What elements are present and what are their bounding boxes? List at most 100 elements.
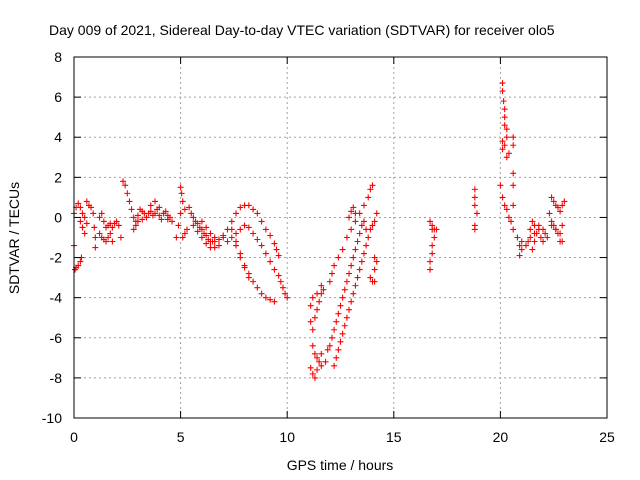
y-axis-label: SDTVAR / TECUs <box>6 182 22 294</box>
y-tick-label: -4 <box>50 290 63 306</box>
data-point <box>431 234 438 241</box>
data-point <box>96 214 103 221</box>
data-point <box>503 206 510 213</box>
y-tick-label: 2 <box>54 169 62 185</box>
data-point <box>284 294 291 301</box>
data-point <box>314 366 321 373</box>
data-point <box>237 254 244 261</box>
data-point <box>337 302 344 309</box>
data-point <box>341 286 348 293</box>
data-point <box>113 218 120 225</box>
data-point <box>331 362 338 369</box>
data-point <box>352 210 359 217</box>
data-point <box>499 88 506 95</box>
data-point <box>316 358 323 365</box>
data-point <box>237 226 244 233</box>
data-point <box>173 234 180 241</box>
data-point <box>215 242 222 249</box>
data-point <box>537 234 544 241</box>
data-point <box>501 106 508 113</box>
data-point <box>203 224 210 231</box>
data-point <box>369 182 376 189</box>
data-point <box>322 358 329 365</box>
data-point <box>117 234 124 241</box>
data-point <box>307 318 314 325</box>
data-point <box>548 218 555 225</box>
data-point <box>164 216 171 223</box>
x-axis-label: GPS time / hours <box>287 457 394 473</box>
data-point <box>529 218 536 225</box>
data-point <box>501 114 508 121</box>
data-point <box>510 134 517 141</box>
data-point <box>529 246 536 253</box>
data-point <box>352 218 359 225</box>
data-point <box>471 226 478 233</box>
data-point <box>314 354 321 361</box>
data-point <box>510 142 517 149</box>
data-point <box>277 278 284 285</box>
data-point <box>98 210 105 217</box>
data-point <box>156 212 163 219</box>
data-point <box>318 282 325 289</box>
data-point <box>548 194 555 201</box>
data-point <box>177 210 184 217</box>
y-tick-label: 6 <box>54 89 62 105</box>
data-point <box>198 226 205 233</box>
data-point <box>267 258 274 265</box>
data-point <box>203 232 210 239</box>
data-point <box>282 290 289 297</box>
data-point <box>544 234 551 241</box>
data-point <box>352 246 359 253</box>
x-tick-label: 15 <box>386 429 402 445</box>
data-point <box>147 202 154 209</box>
data-point <box>510 226 517 233</box>
data-point <box>250 278 257 285</box>
data-point <box>429 250 436 257</box>
data-point <box>503 154 510 161</box>
data-point <box>126 198 133 205</box>
data-point <box>358 222 365 229</box>
data-point <box>233 210 240 217</box>
data-point <box>471 202 478 209</box>
data-point <box>348 208 355 215</box>
data-point <box>273 246 280 253</box>
data-point <box>88 204 95 211</box>
data-point <box>328 270 335 277</box>
x-tick-label: 5 <box>177 429 185 445</box>
data-point <box>546 210 553 217</box>
plot-frame <box>73 56 608 419</box>
data-point <box>152 198 159 205</box>
data-point <box>271 266 278 273</box>
data-point <box>471 186 478 193</box>
data-point <box>367 226 374 233</box>
data-point <box>335 346 342 353</box>
data-point <box>333 318 340 325</box>
axis-ticks <box>73 56 608 419</box>
data-point <box>262 226 269 233</box>
data-point <box>105 234 112 241</box>
data-point <box>500 98 507 105</box>
data-point <box>181 230 188 237</box>
data-point <box>233 230 240 237</box>
data-point <box>207 230 214 237</box>
data-point <box>350 290 357 297</box>
data-point <box>254 210 261 217</box>
data-point <box>516 252 523 259</box>
y-tick-label: -6 <box>50 330 63 346</box>
data-point <box>429 242 436 249</box>
data-point <box>510 202 517 209</box>
data-point <box>245 202 252 209</box>
data-point <box>373 258 380 265</box>
data-point <box>561 198 568 205</box>
data-point <box>343 314 350 321</box>
data-point <box>258 218 265 225</box>
data-point <box>132 222 139 229</box>
data-point <box>367 186 374 193</box>
data-point <box>309 326 316 333</box>
data-point <box>371 278 378 285</box>
data-point <box>316 298 323 305</box>
data-point <box>518 246 525 253</box>
data-point <box>354 274 361 281</box>
data-point <box>134 218 141 225</box>
